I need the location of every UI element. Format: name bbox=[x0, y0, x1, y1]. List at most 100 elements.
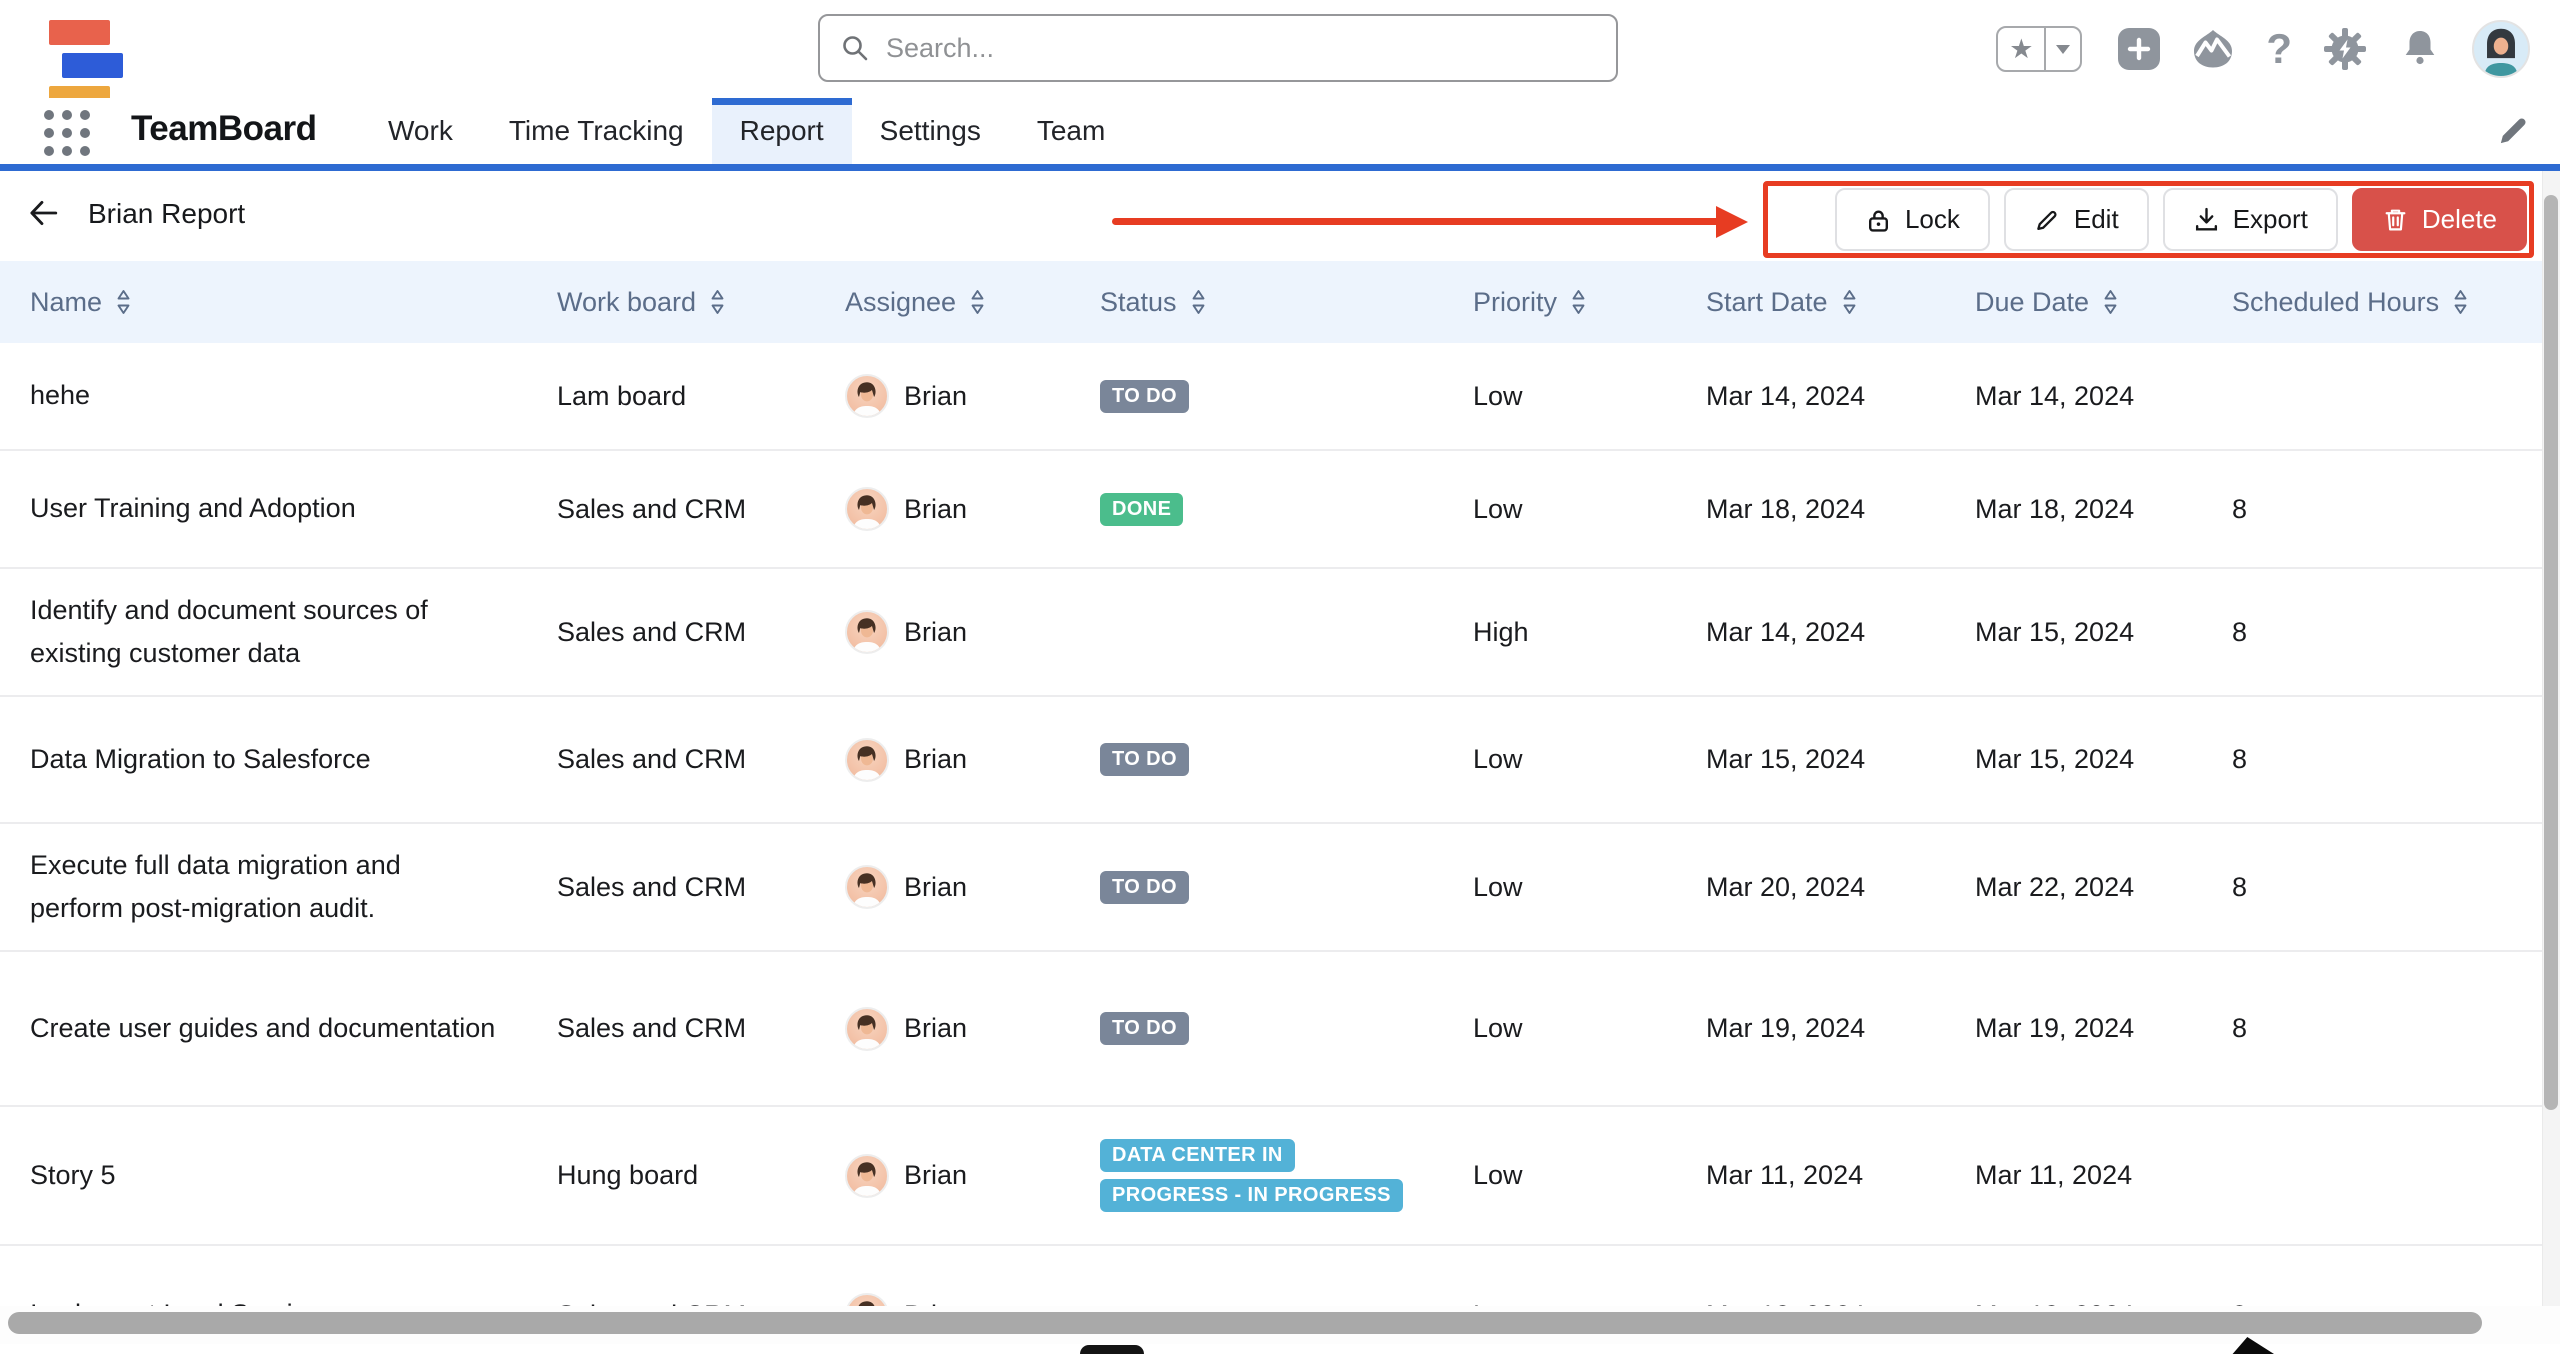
table-row[interactable]: Create user guides and documentation Sal… bbox=[0, 952, 2560, 1107]
column-label: Priority bbox=[1473, 286, 1558, 317]
main-nav: TeamBoard Work Time Tracking Report Sett… bbox=[0, 98, 2560, 164]
assignee-cell: Brian bbox=[845, 374, 1100, 418]
column-header[interactable]: Work board bbox=[557, 287, 845, 318]
assignee-name: Brian bbox=[904, 493, 968, 524]
lock-icon bbox=[1868, 210, 1888, 232]
annotation-box: Lock Edit Export Delete bbox=[1763, 181, 2534, 258]
settings-gear-icon[interactable] bbox=[2322, 26, 2368, 72]
column-header[interactable]: Name bbox=[30, 287, 557, 318]
task-name: Execute full data migration and perform … bbox=[30, 849, 401, 923]
start-date: Mar 14, 2024 bbox=[1706, 380, 1866, 411]
notifications-bell-icon[interactable] bbox=[2398, 27, 2442, 71]
nav-tab[interactable]: Settings bbox=[852, 98, 1009, 164]
task-name: Story 5 bbox=[30, 1159, 116, 1190]
add-button[interactable] bbox=[2118, 28, 2161, 70]
assignee-cell: Brian bbox=[845, 1153, 1100, 1198]
delete-button[interactable]: Delete bbox=[2351, 188, 2527, 251]
assignee-name: Brian bbox=[904, 871, 968, 902]
start-date: Mar 19, 2024 bbox=[1706, 1013, 1866, 1043]
assignee-cell: Brian bbox=[845, 610, 1100, 654]
nav-tab[interactable]: Work bbox=[360, 98, 481, 164]
column-header[interactable]: Priority bbox=[1473, 287, 1706, 318]
help-icon[interactable]: ? bbox=[2266, 25, 2292, 72]
priority: Low bbox=[1473, 380, 1523, 411]
work-board: Lam board bbox=[557, 380, 687, 411]
search-box[interactable] bbox=[818, 14, 1618, 82]
table-row[interactable]: Execute full data migration and perform … bbox=[0, 824, 2560, 952]
column-label: Status bbox=[1100, 286, 1177, 317]
task-name: Identify and document sources of existin… bbox=[30, 594, 428, 668]
export-button[interactable]: Export bbox=[2162, 188, 2338, 251]
search-icon bbox=[843, 36, 868, 61]
horizontal-scrollbar[interactable] bbox=[8, 1312, 2482, 1334]
column-header[interactable]: Assignee bbox=[845, 287, 1100, 318]
logo-bar-red bbox=[49, 20, 110, 45]
assignee-name: Brian bbox=[904, 1013, 968, 1043]
status-badge: TO DO bbox=[1100, 379, 1189, 413]
scheduled-hours: 8 bbox=[2232, 616, 2248, 647]
work-board: Sales and CRM bbox=[557, 1013, 747, 1043]
nav-tab[interactable]: Team bbox=[1009, 98, 1133, 164]
mountain-icon[interactable] bbox=[2190, 28, 2236, 70]
due-date: Mar 15, 2024 bbox=[1975, 616, 2135, 647]
edit-pencil-icon bbox=[2037, 210, 2057, 230]
vertical-scrollbar[interactable] bbox=[2544, 195, 2558, 1110]
back-arrow-icon[interactable] bbox=[26, 197, 60, 229]
chevron-down-icon[interactable] bbox=[2046, 28, 2080, 70]
sort-icon bbox=[971, 290, 984, 314]
table-row[interactable]: Identify and document sources of existin… bbox=[0, 569, 2560, 697]
column-header[interactable]: Scheduled Hours bbox=[2232, 287, 2560, 318]
column-label: Start Date bbox=[1706, 286, 1828, 317]
edit-button[interactable]: Edit bbox=[2003, 188, 2149, 251]
status-cell: DATA CENTER IN PROGRESS - IN PROGRESS bbox=[1100, 1139, 1473, 1212]
priority: Low bbox=[1473, 1160, 1523, 1190]
due-date: Mar 15, 2024 bbox=[1975, 744, 2135, 774]
trash-icon bbox=[2385, 209, 2406, 231]
topbar-actions: ★ ? bbox=[1996, 0, 2530, 98]
user-avatar[interactable] bbox=[2472, 20, 2530, 78]
priority: Low bbox=[1473, 1013, 1523, 1043]
table-row[interactable]: hehe Lam board Brian TO DO bbox=[0, 343, 2560, 451]
logo-bar-blue bbox=[62, 53, 123, 78]
status-badge: DONE bbox=[1100, 492, 1184, 526]
start-date: Mar 18, 2024 bbox=[1706, 493, 1866, 524]
status-cell: TO DO bbox=[1100, 1012, 1473, 1045]
favorites-button[interactable]: ★ bbox=[1996, 26, 2083, 72]
edit-pencil-icon[interactable] bbox=[2496, 114, 2530, 148]
nav-tab[interactable]: Report bbox=[711, 98, 852, 164]
scheduled-hours: 8 bbox=[2232, 871, 2248, 902]
sort-icon bbox=[1843, 290, 1856, 314]
nav-tab[interactable]: Time Tracking bbox=[481, 98, 712, 164]
status-cell: DONE bbox=[1100, 492, 1473, 526]
sort-icon bbox=[711, 290, 724, 314]
status-cell: TO DO bbox=[1100, 870, 1473, 904]
task-name: hehe bbox=[30, 380, 91, 411]
app-switcher-grid-icon[interactable] bbox=[44, 110, 90, 156]
sort-icon bbox=[1192, 290, 1204, 314]
lock-button[interactable]: Lock bbox=[1834, 188, 1990, 251]
assignee-cell: Brian bbox=[845, 865, 1100, 909]
column-label: Name bbox=[30, 286, 103, 317]
status-badge: TO DO bbox=[1100, 1012, 1189, 1045]
scheduled-hours: 8 bbox=[2232, 493, 2248, 524]
column-header[interactable]: Start Date bbox=[1706, 287, 1975, 318]
search-input[interactable] bbox=[886, 32, 1596, 64]
work-board: Sales and CRM bbox=[557, 871, 747, 902]
table-row[interactable]: Data Migration to Salesforce Sales and C… bbox=[0, 697, 2560, 824]
column-header[interactable]: Due Date bbox=[1975, 287, 2232, 318]
due-date: Mar 19, 2024 bbox=[1975, 1013, 2135, 1043]
column-header[interactable]: Status bbox=[1100, 287, 1473, 318]
task-name: User Training and Adoption bbox=[30, 493, 356, 524]
table-row[interactable]: Story 5 Hung board Brian DATA CENTER IN … bbox=[0, 1107, 2560, 1246]
assignee-avatar bbox=[845, 487, 889, 531]
report-header: Brian Report Lock Edit bbox=[0, 171, 2560, 261]
assignee-avatar bbox=[845, 610, 889, 654]
work-board: Sales and CRM bbox=[557, 744, 747, 774]
table-row[interactable]: User Training and Adoption Sales and CRM… bbox=[0, 451, 2560, 569]
nav-tab-label: Settings bbox=[879, 115, 981, 146]
table-header: Name Work board Assignee bbox=[0, 261, 2560, 343]
priority: Low bbox=[1473, 744, 1523, 774]
plus-icon bbox=[2128, 37, 2151, 61]
due-date: Mar 18, 2024 bbox=[1975, 493, 2135, 524]
assignee-cell: Brian bbox=[845, 737, 1100, 782]
